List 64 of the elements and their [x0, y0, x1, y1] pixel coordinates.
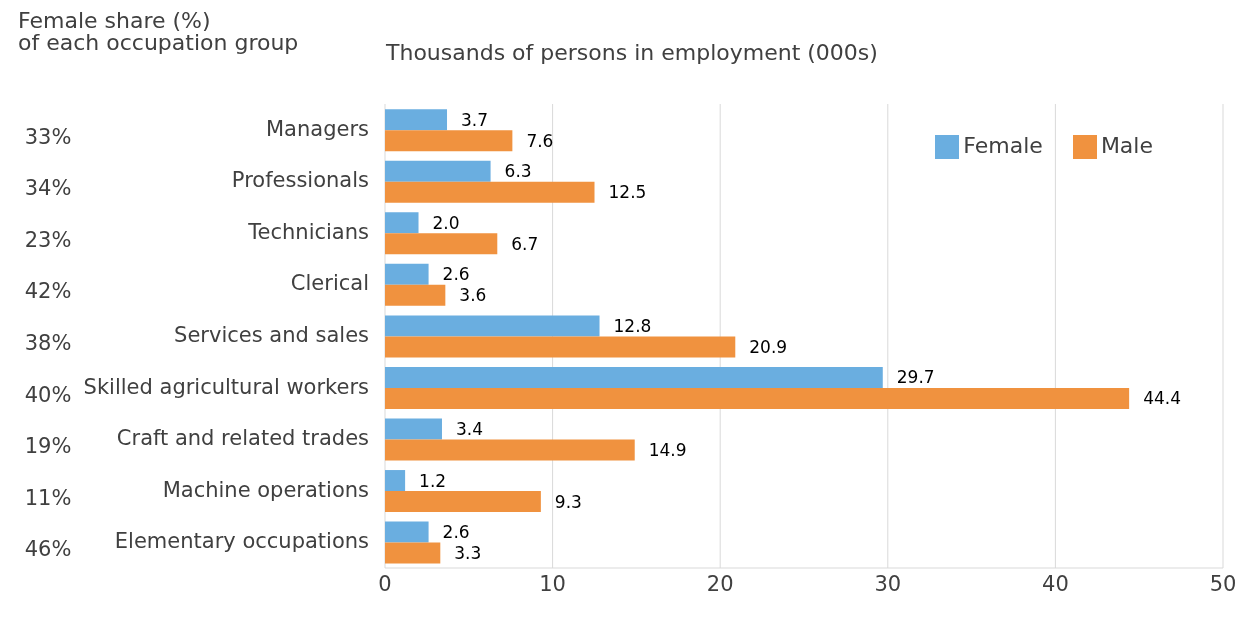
text: 46%	[24, 537, 72, 562]
data-label: 1.2	[419, 470, 447, 491]
bar	[385, 366, 883, 388]
data-label: 2.6	[442, 522, 470, 543]
y-tick-label: Professionals	[231, 168, 369, 193]
bar	[385, 181, 595, 203]
x-tick-label: 50	[1209, 571, 1237, 596]
y-tick-label: Managers	[266, 116, 369, 141]
legend-label: Male	[1100, 133, 1153, 158]
text: 19%	[24, 434, 72, 459]
y-tick-label: Services and sales	[174, 323, 369, 347]
y-tick-label: Technicians	[247, 219, 369, 244]
bar	[385, 336, 736, 358]
legend-label: Female	[963, 133, 1043, 158]
bar	[385, 542, 441, 564]
bar	[385, 212, 419, 234]
bar	[385, 491, 541, 513]
bar	[385, 387, 1130, 409]
data-label: 2.6	[442, 264, 470, 285]
text: 33%	[24, 124, 72, 149]
y-tick-label: Machine operations	[162, 477, 369, 502]
data-label: 9.3	[554, 491, 582, 512]
data-label: 14.9	[648, 440, 687, 461]
x-tick-label: 20	[706, 571, 734, 596]
data-label: 2.0	[432, 212, 460, 233]
data-label: 44.4	[1143, 388, 1181, 409]
x-tick-label: 30	[874, 571, 902, 596]
y-tick-label: Craft and related trades	[116, 426, 369, 451]
data-label: 3.3	[454, 543, 482, 564]
data-label: 3.4	[455, 419, 484, 440]
bar	[385, 521, 429, 543]
text: 11%	[24, 485, 72, 510]
bar	[385, 130, 513, 152]
bar	[385, 284, 446, 306]
data-label: 6.3	[504, 161, 532, 182]
data-label: 20.9	[749, 336, 788, 357]
bar	[385, 109, 448, 131]
bar	[385, 263, 429, 285]
text: 23%	[24, 227, 72, 252]
bar	[385, 315, 600, 337]
x-tick-label: 0	[378, 571, 392, 596]
x-tick-label: 10	[539, 571, 566, 596]
bar	[385, 470, 406, 492]
bar	[385, 439, 635, 461]
bar	[385, 233, 498, 255]
bar	[385, 418, 442, 440]
data-label: 12.5	[608, 182, 647, 203]
y-tick-label: Elementary occupations	[114, 529, 369, 554]
text: 34%	[24, 176, 72, 201]
y-tick-label: Skilled agricultural workers	[83, 374, 369, 399]
data-label: 6.7	[511, 233, 539, 254]
y-tick-label: Clerical	[290, 271, 369, 296]
bar	[385, 160, 491, 182]
data-label: 29.7	[896, 367, 935, 388]
data-label: 7.6	[526, 130, 554, 151]
text: 42%	[24, 279, 72, 304]
text: 38%	[24, 331, 72, 355]
data-label: 3.6	[459, 285, 487, 306]
x-tick-label: 40	[1042, 571, 1069, 596]
chart-title: Thousands of persons in employment (000s)	[386, 40, 878, 65]
text: 40%	[24, 382, 72, 407]
data-label: 12.8	[613, 315, 652, 336]
text: Female share (%) of each occupation group	[18, 8, 299, 55]
data-label: 3.7	[461, 109, 489, 130]
